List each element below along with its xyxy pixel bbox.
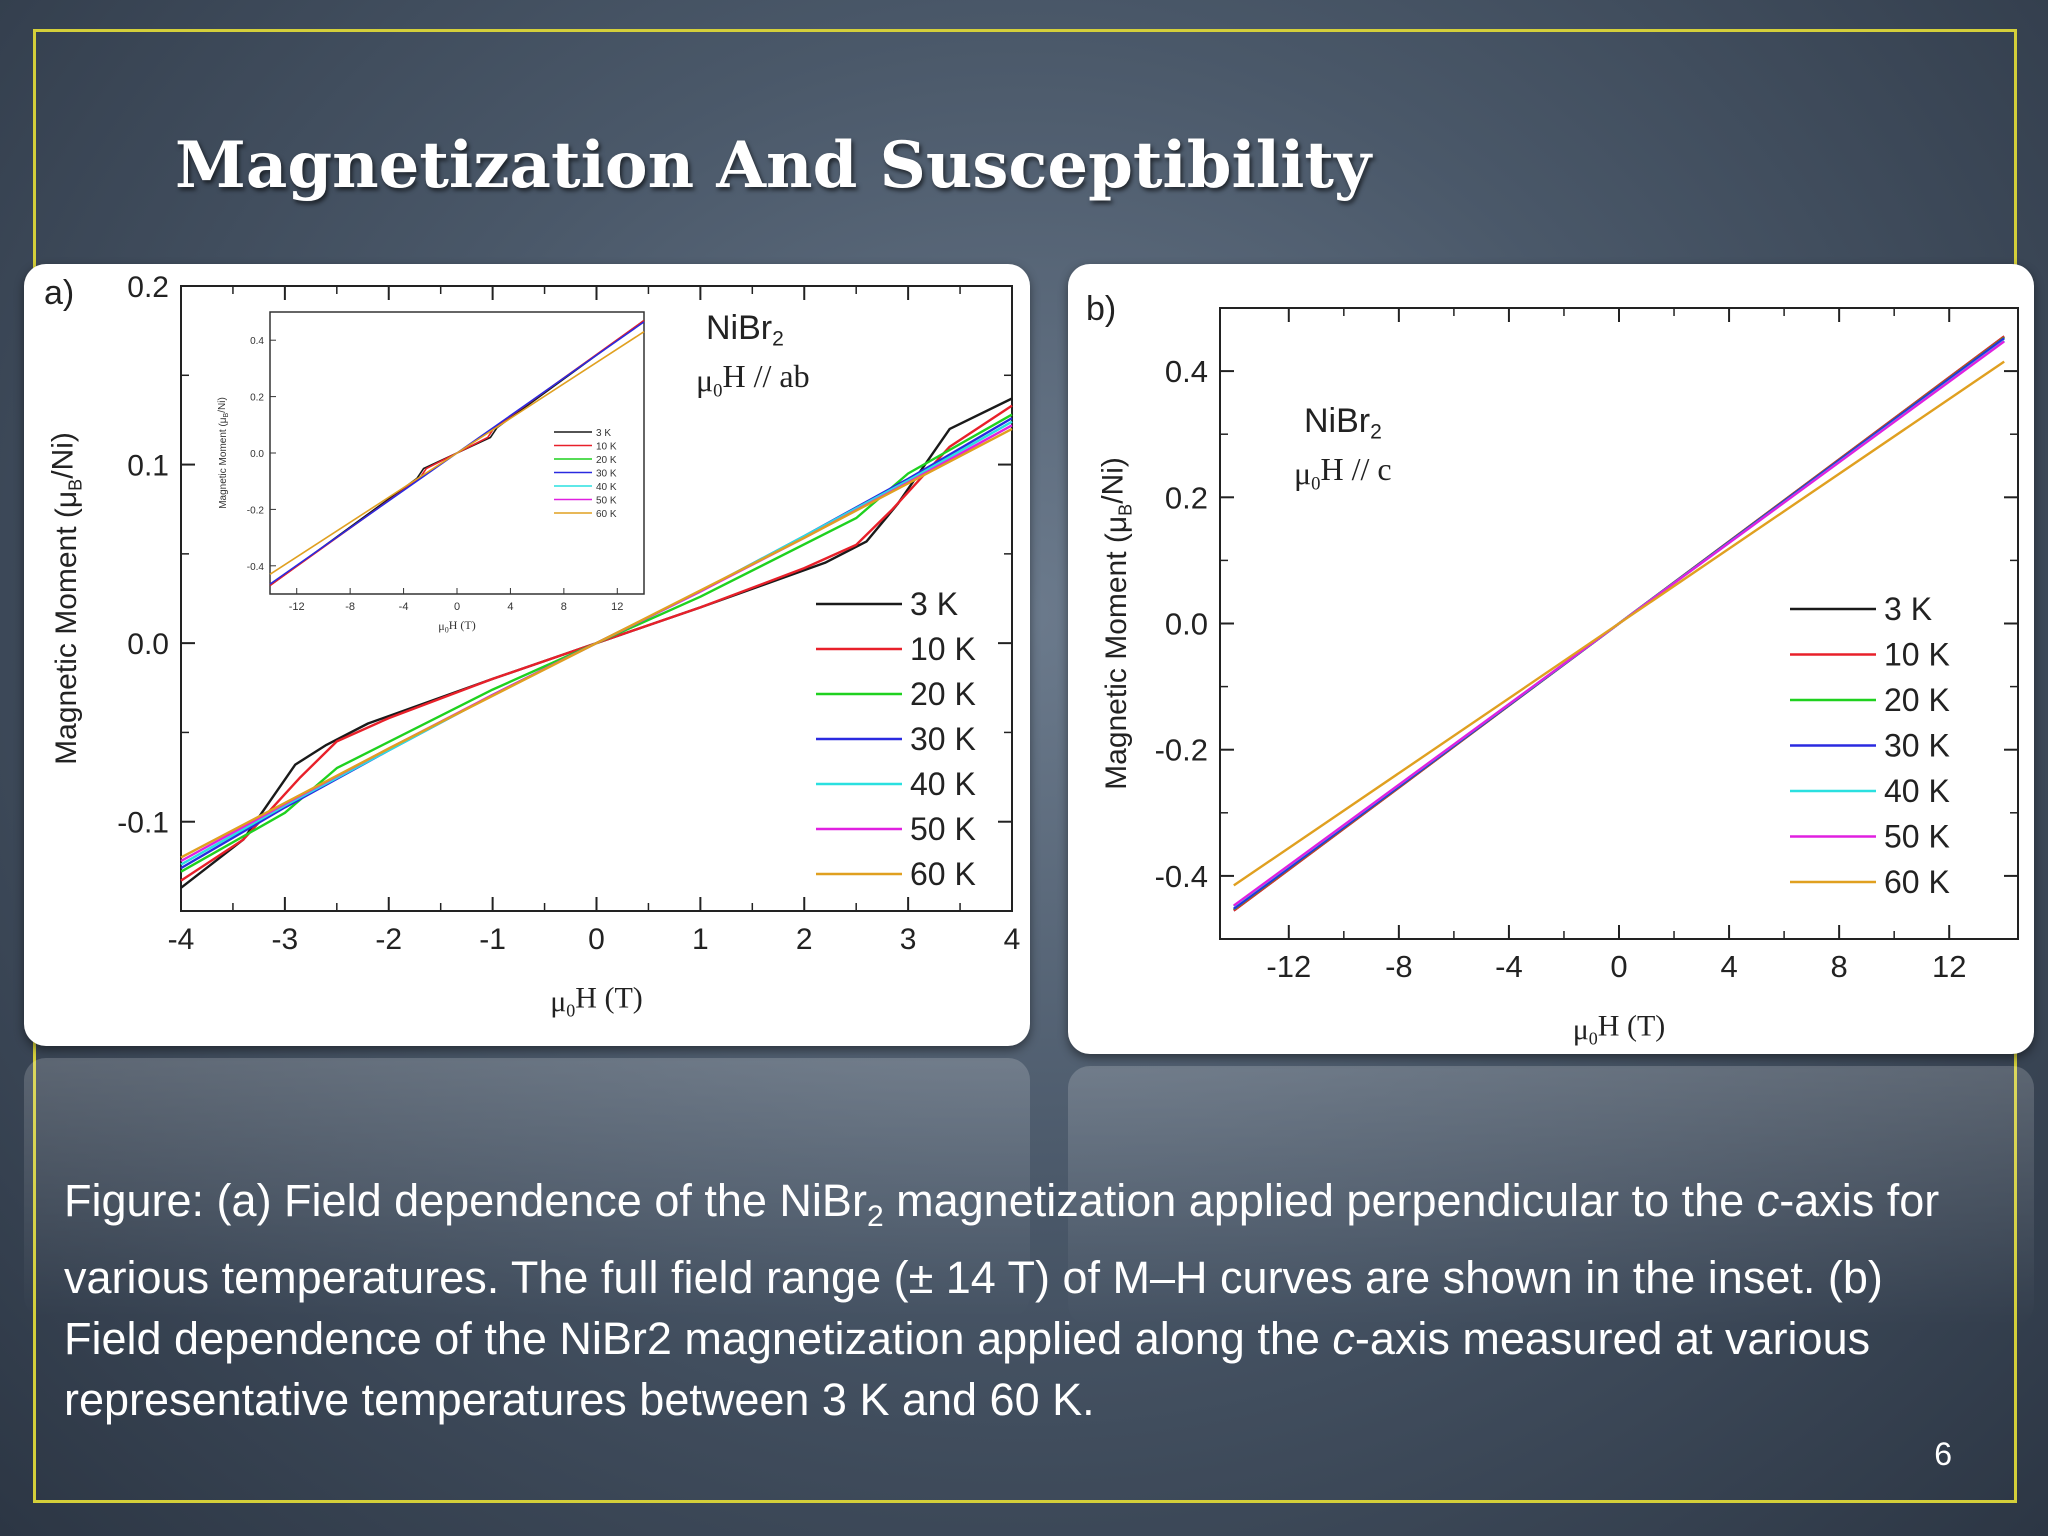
series-line-60k (1233, 360, 2005, 887)
x-tick-label: -4 (168, 923, 195, 956)
panel-b-reflection (1068, 1066, 2034, 1326)
panel-a-reflection (24, 1058, 1030, 1318)
y-tick-label: -0.4 (1155, 859, 1208, 894)
y-tick-label: 0.0 (1165, 607, 1208, 642)
x-tick-label: 2 (796, 923, 813, 956)
inset-y-tick-label: 0.0 (250, 449, 264, 460)
inset-y-tick-label: -0.4 (247, 562, 265, 573)
page-number: 6 (1934, 1436, 1952, 1472)
x-tick-label: 0 (1610, 949, 1627, 984)
caption-part-2: magnetization applied perpendicular to t… (883, 1175, 1757, 1226)
inset-legend-label: 50 K (596, 496, 617, 507)
legend-label: 20 K (910, 676, 976, 712)
inset-legend-label: 10 K (596, 442, 617, 453)
inset-legend-label: 60 K (596, 509, 617, 520)
inset-chart: -12 -8 -4 0 4 8 12 -0.4 -0.2 0.0 0.2 0.4 μ0H (T) Magn… (217, 311, 645, 635)
inset-x-tick-label: -4 (399, 601, 409, 613)
legend-label: 30 K (910, 721, 976, 757)
series-group (1233, 335, 2005, 912)
inset-x-tick-label: -12 (289, 601, 305, 613)
inset-x-tick-label: 12 (611, 601, 623, 613)
compound-label: NiBr2 (1304, 402, 1382, 443)
inset-x-tick-label: 4 (507, 601, 513, 613)
inset-legend-label: 30 K (596, 469, 617, 480)
legend-label: 50 K (1884, 819, 1950, 855)
caption-part-4: -axis for various temperatures. The full… (64, 1175, 1940, 1364)
x-tick-label: 0 (588, 923, 605, 956)
legend-label: 10 K (910, 631, 976, 667)
y-tick-label: 0.4 (1165, 354, 1208, 389)
field-direction-label: μ0H // ab (696, 358, 810, 402)
inset-legend-label: 3 K (596, 428, 611, 439)
legend-label: 60 K (1884, 864, 1950, 900)
y-tick-label: 0.2 (127, 271, 169, 304)
legend-label: 30 K (1884, 728, 1950, 764)
x-tick-label: 12 (1932, 949, 1966, 984)
inset-x-axis-label: μ0H (T) (438, 618, 475, 635)
inset-y-axis-label: Magnetic Moment (μB/Ni) (217, 397, 230, 509)
legend-label: 40 K (910, 766, 976, 802)
y-tick-label: 0.2 (1165, 480, 1208, 515)
x-tick-label: -2 (375, 923, 402, 956)
compound-label: NiBr2 (706, 309, 784, 350)
x-axis-label: μ0H (T) (550, 981, 643, 1020)
panel-label: b) (1086, 290, 1116, 328)
inset-y-tick-label: 0.2 (250, 393, 264, 404)
x-tick-label: 3 (900, 923, 917, 956)
inset-series-line (269, 331, 645, 575)
caption-part-6: -axis measured at various representative… (64, 1313, 1871, 1425)
x-tick-label: -4 (1495, 949, 1523, 984)
inset-legend-label: 20 K (596, 455, 617, 466)
legend-label: 40 K (1884, 773, 1950, 809)
y-tick-label: -0.1 (117, 807, 169, 840)
legend-label: 10 K (1884, 637, 1950, 673)
y-axis-label: Magnetic Moment (μB/Ni) (46, 432, 85, 765)
x-tick-label: -12 (1266, 949, 1311, 984)
x-axis-label: μ0H (T) (1573, 1009, 1666, 1048)
field-direction-label: μ0H // c (1294, 451, 1392, 495)
x-tick-label: 4 (1720, 949, 1737, 984)
inset-x-tick-label: -8 (345, 601, 355, 613)
panel-label: a) (44, 274, 74, 312)
x-tick-label: -3 (272, 923, 299, 956)
caption-sub: 2 (866, 1200, 884, 1233)
inset-x-tick-label: 8 (561, 601, 567, 613)
chart-panel-a: -4 -3 -2 -1 0 1 2 3 4 -0.1 0.0 0.1 0.2 μ0H (T) Magneti… (24, 264, 1030, 1046)
x-tick-label: 4 (1004, 923, 1021, 956)
x-tick-label: 8 (1831, 949, 1848, 984)
caption-part-1: Figure: (a) Field dependence of the NiBr (64, 1175, 867, 1226)
figure-caption: Figure: (a) Field dependence of the NiBr… (64, 1170, 1964, 1430)
inset-legend-label: 40 K (596, 482, 617, 493)
series-group (180, 397, 1013, 889)
y-tick-label: -0.2 (1155, 733, 1208, 768)
inset-y-tick-label: -0.2 (247, 505, 265, 516)
legend-label: 60 K (910, 856, 976, 892)
series-line-60k (180, 427, 1013, 859)
y-tick-label: 0.1 (127, 450, 169, 483)
caption-part-3: c (1756, 1175, 1780, 1226)
x-tick-label: 1 (692, 923, 709, 956)
legend-label: 3 K (910, 586, 958, 622)
inset-y-tick-label: 0.4 (250, 336, 264, 347)
x-tick-label: -8 (1385, 949, 1413, 984)
inset-x-tick-label: 0 (454, 601, 460, 613)
chart-b-svg: -12 -8 -4 0 4 8 12 -0.4 -0.2 0.0 0.2 0.4 μ0H (T) Magn… (1086, 290, 2019, 1048)
slide-title: Magnetization And Susceptibility (175, 128, 1372, 203)
caption-part-5: c (1332, 1313, 1355, 1364)
legend-label: 20 K (1884, 682, 1950, 718)
y-tick-label: 0.0 (127, 628, 169, 661)
y-axis-label: Magnetic Moment (μB/Ni) (1096, 457, 1135, 790)
legend-label: 50 K (910, 811, 976, 847)
x-tick-label: -1 (479, 923, 506, 956)
legend-label: 3 K (1884, 591, 1932, 627)
chart-panel-b: -12 -8 -4 0 4 8 12 -0.4 -0.2 0.0 0.2 0.4 μ0H (T) Magn… (1068, 264, 2034, 1054)
